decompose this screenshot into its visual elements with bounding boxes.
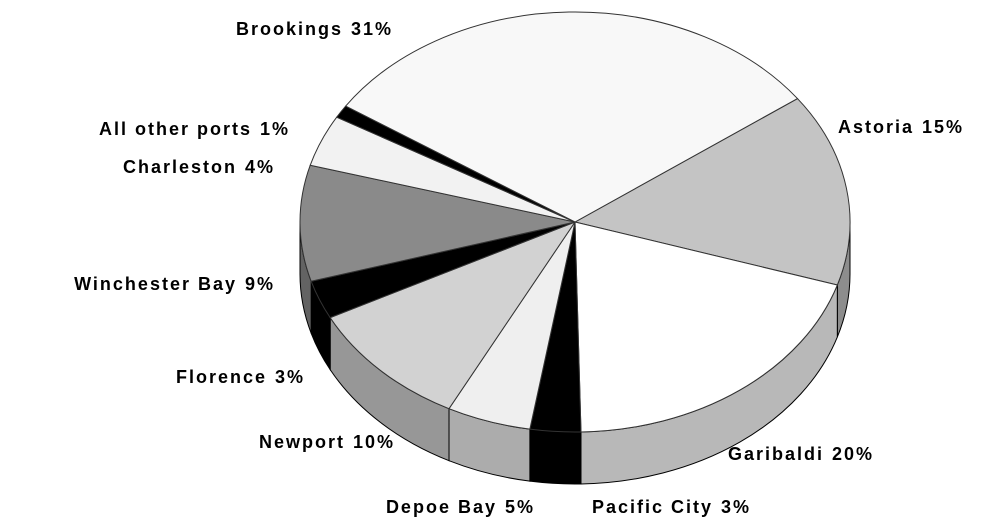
slice-label: Brookings 31%: [236, 19, 393, 39]
slice-label: Florence 3%: [176, 367, 305, 387]
category-label: All other ports: [99, 119, 252, 139]
value-label: 10%: [353, 432, 395, 452]
slice-label: Newport 10%: [259, 432, 395, 452]
category-label: Garibaldi: [728, 444, 824, 464]
slice: [344, 11, 799, 223]
category-label: Depoe Bay: [386, 497, 497, 517]
value-label: 9%: [245, 274, 275, 294]
category-label: Florence: [176, 367, 267, 387]
slice: [299, 164, 576, 282]
value-label: 5%: [505, 497, 535, 517]
value-label: 20%: [832, 444, 874, 464]
category-label: Winchester Bay: [74, 274, 237, 294]
value-label: 31%: [351, 19, 393, 39]
slice-label: Garibaldi 20%: [728, 444, 874, 464]
slice-label: Depoe Bay 5%: [386, 497, 535, 517]
category-label: Newport: [259, 432, 345, 452]
category-label: Pacific City: [592, 497, 713, 517]
slice: [329, 220, 577, 410]
category-label: Charleston: [123, 157, 237, 177]
slice-side: [529, 428, 582, 485]
slice: [574, 221, 839, 433]
slice-label: Pacific City 3%: [592, 497, 751, 517]
slice-label: All other ports 1%: [99, 119, 290, 139]
value-label: 15%: [922, 117, 964, 137]
value-label: 1%: [260, 119, 290, 139]
category-label: Brookings: [236, 19, 343, 39]
value-label: 4%: [245, 157, 275, 177]
category-label: Astoria: [838, 117, 914, 137]
value-label: 3%: [721, 497, 751, 517]
slice-label: Astoria 15%: [838, 117, 964, 137]
value-label: 3%: [275, 367, 305, 387]
slice-label: Winchester Bay 9%: [74, 274, 275, 294]
slice-label: Charleston 4%: [123, 157, 275, 177]
